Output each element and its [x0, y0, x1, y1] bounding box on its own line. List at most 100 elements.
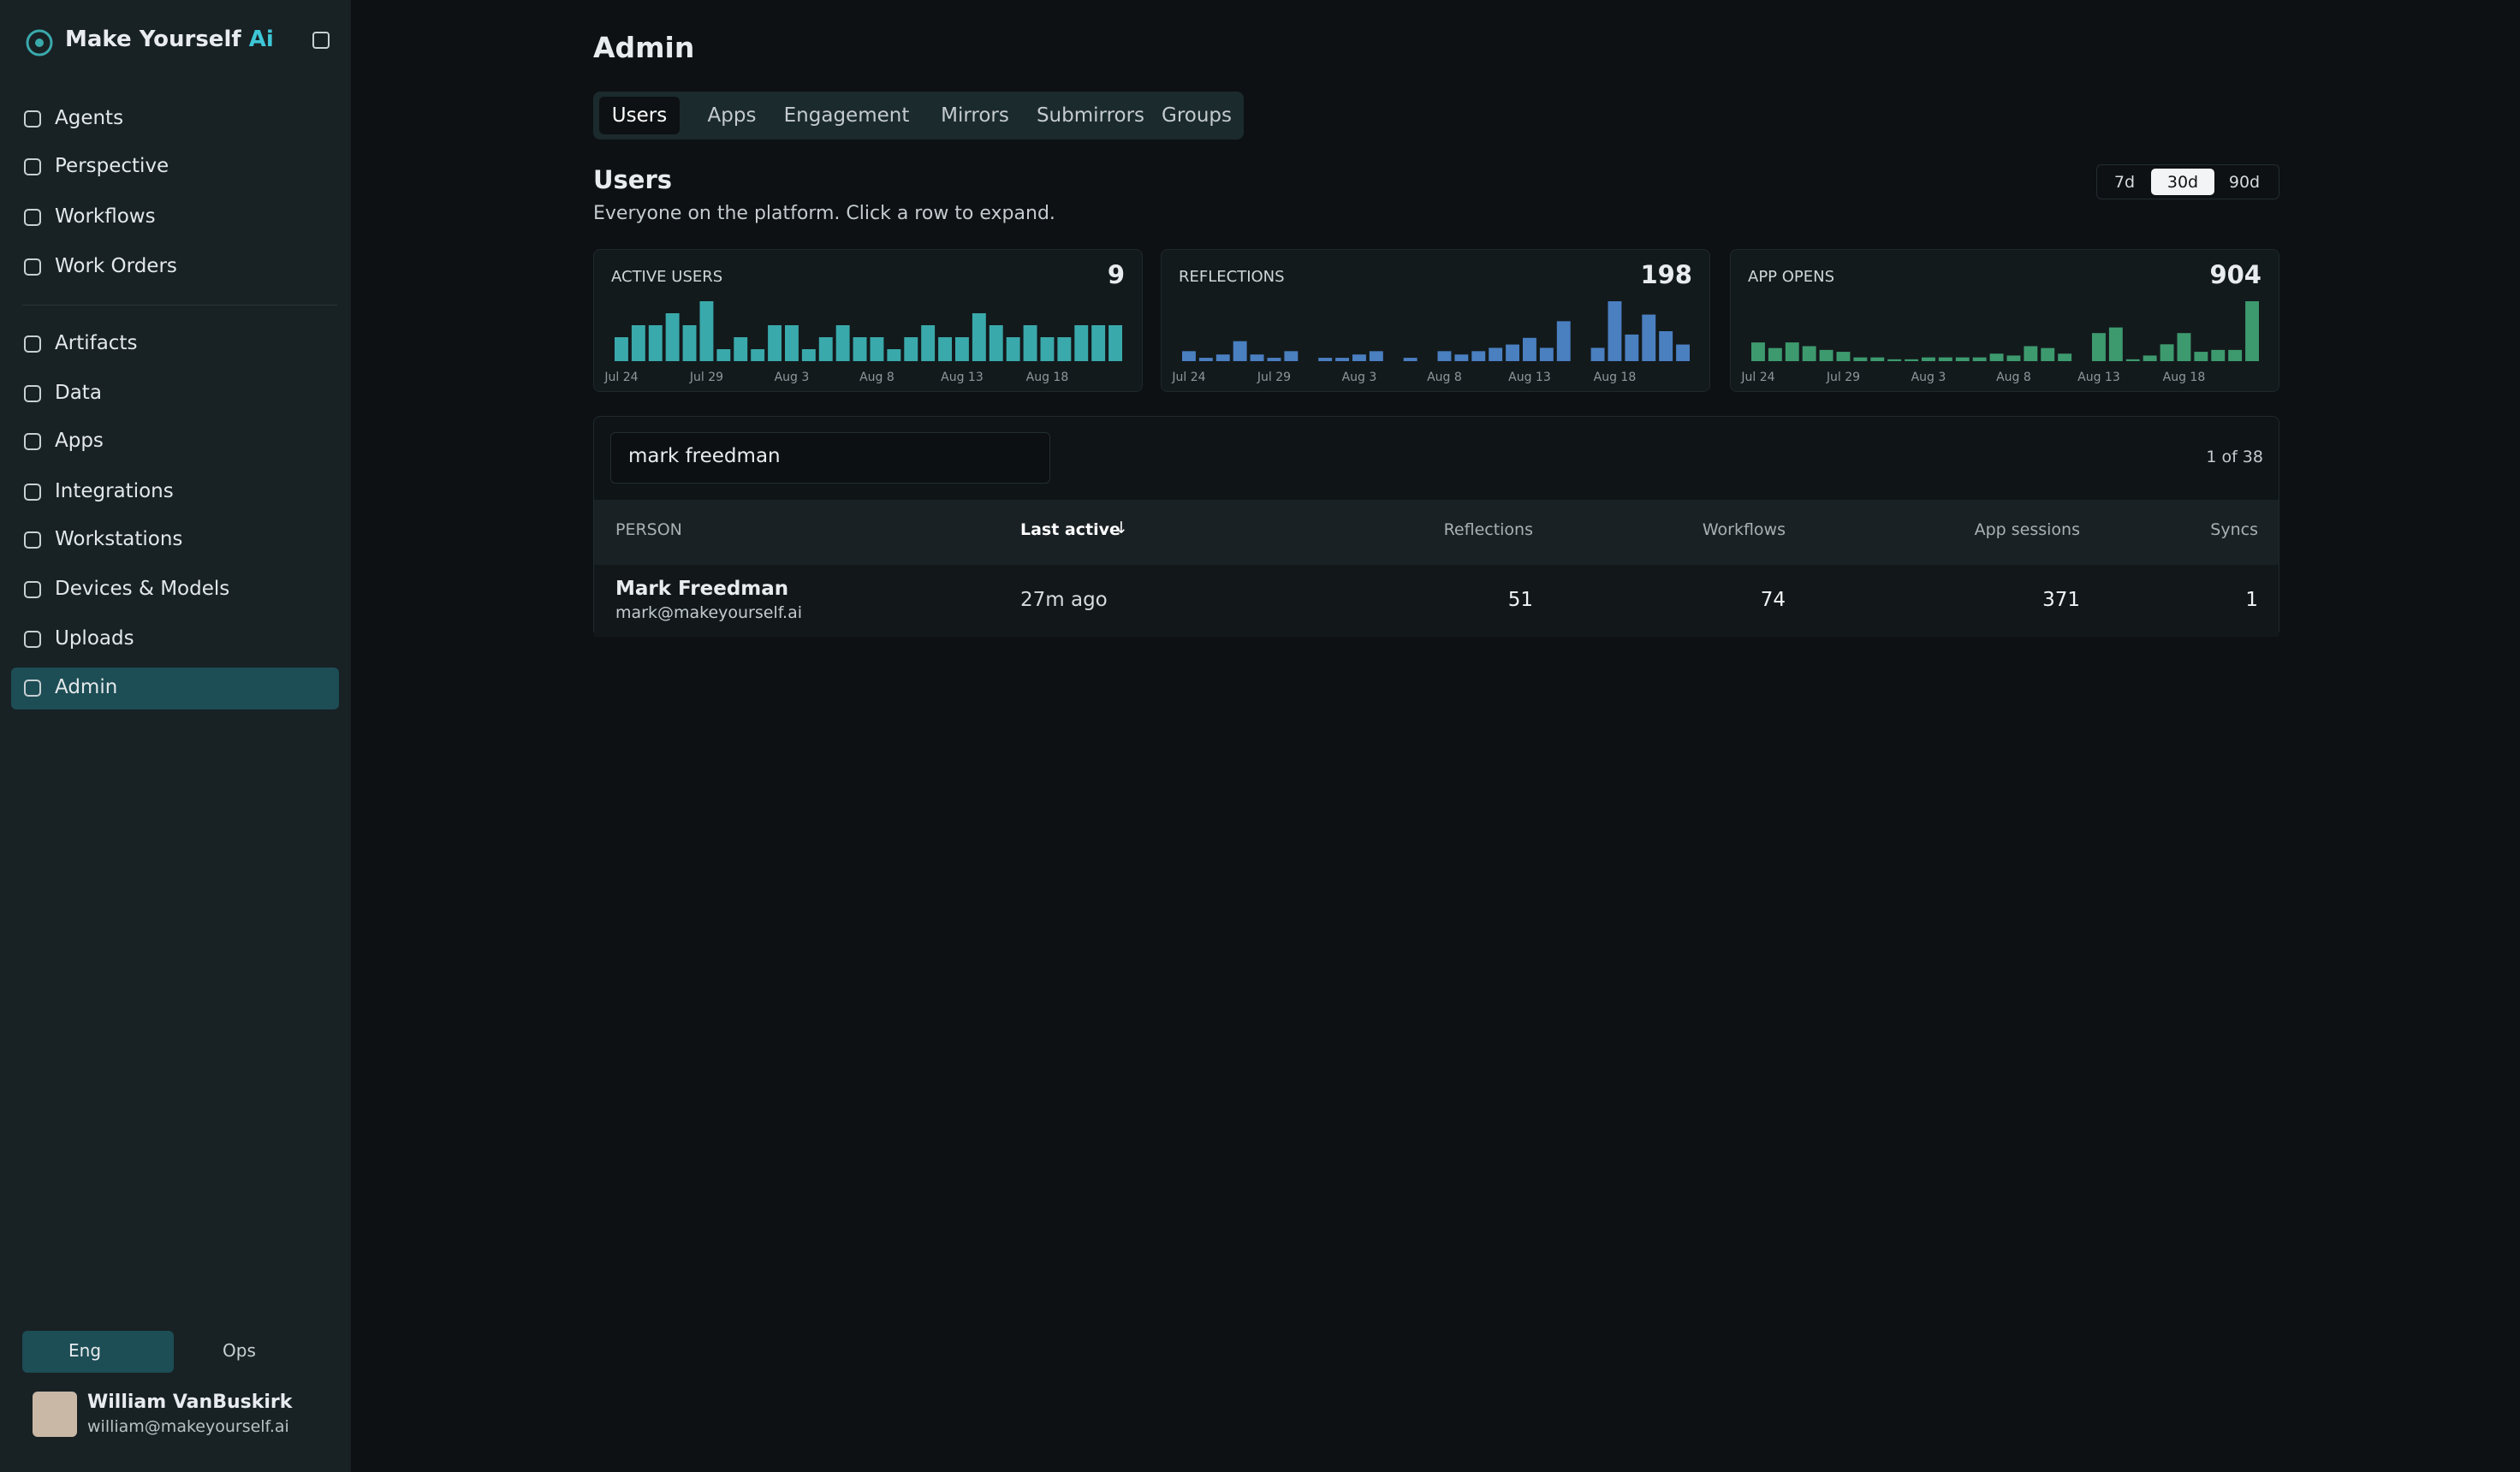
metric-total: 198	[1640, 260, 1692, 289]
bar	[1091, 325, 1106, 361]
nav-item[interactable]: Workflows	[55, 205, 156, 228]
collapse-button[interactable]	[312, 32, 330, 49]
brand-name: Make Yourself	[65, 27, 241, 52]
x-tick-label: Aug 13	[1508, 371, 1551, 384]
cell: 51	[1507, 589, 1533, 611]
person-email: mark@makeyourself.ai	[615, 603, 802, 622]
nav-icon	[24, 335, 41, 353]
x-tick-label: Jul 29	[1257, 371, 1291, 384]
nav-item[interactable]: Uploads	[55, 627, 134, 650]
bar	[699, 301, 714, 361]
bar	[2160, 344, 2174, 361]
table-row[interactable]	[594, 565, 2279, 637]
nav-item[interactable]: Agents	[55, 107, 124, 129]
nav-item[interactable]: Perspective	[55, 155, 169, 177]
column-header[interactable]: PERSON	[615, 520, 682, 539]
nav-item[interactable]: Data	[55, 382, 102, 404]
column-header[interactable]: App sessions	[1974, 520, 2080, 539]
metric-title: REFLECTIONS	[1179, 268, 1285, 286]
tab[interactable]: Mirrors	[941, 104, 1009, 127]
nav-item[interactable]: Workstations	[55, 528, 183, 550]
bar	[1870, 357, 1885, 361]
x-tick-label: Aug 13	[2077, 371, 2120, 384]
bar	[2125, 359, 2140, 361]
x-tick-label: Aug 18	[1594, 371, 1637, 384]
bar	[734, 337, 748, 361]
x-tick-label: Jul 24	[1171, 371, 1205, 384]
bar	[1922, 357, 1935, 361]
bar	[1006, 337, 1020, 361]
mode-label[interactable]: Ops	[223, 1340, 256, 1361]
metric-card: ACTIVE USERS 9 Jul 24 Jul 29 Aug 3 Aug 8 Aug 1…	[593, 249, 1143, 392]
bar	[1215, 354, 1230, 361]
bar	[682, 325, 697, 361]
bar	[2245, 301, 2259, 361]
bar	[1284, 351, 1299, 361]
bar	[1676, 344, 1690, 361]
range-active-bg	[2151, 169, 2214, 195]
eng-button[interactable]	[22, 1331, 174, 1373]
nav-item[interactable]: Devices & Models	[55, 578, 230, 600]
bar	[1108, 325, 1122, 361]
bar	[716, 349, 731, 361]
nav-item[interactable]: Apps	[55, 430, 104, 452]
nav-icon	[24, 258, 41, 276]
bar	[2024, 346, 2038, 361]
person-name: Mark Freedman	[615, 578, 789, 600]
bar	[938, 337, 952, 361]
mode-label: Eng	[68, 1340, 102, 1361]
bar	[1642, 314, 1656, 361]
cell: 1	[2245, 589, 2258, 611]
bar	[887, 349, 901, 361]
nav-icon	[24, 158, 41, 175]
range-option[interactable]: 30d	[2166, 173, 2199, 192]
tab[interactable]: Users	[611, 104, 668, 127]
metric-total: 9	[1107, 260, 1125, 289]
nav-item[interactable]: Integrations	[55, 480, 174, 502]
bar	[1785, 342, 1799, 361]
bar	[2058, 353, 2072, 361]
range-option[interactable]: 90d	[2228, 173, 2261, 192]
bar	[2041, 347, 2055, 361]
search-text: mark freedman	[628, 445, 781, 467]
bar	[1608, 301, 1622, 361]
bar	[1352, 354, 1366, 361]
tab[interactable]: Engagement	[783, 104, 910, 127]
search-input[interactable]	[610, 432, 1050, 484]
bar	[2194, 352, 2208, 361]
bar	[1437, 351, 1452, 361]
bar	[1057, 337, 1072, 361]
bar	[1233, 341, 1247, 361]
bar	[2006, 355, 2021, 361]
x-tick-label: Aug 13	[941, 371, 984, 384]
logo	[26, 29, 53, 56]
nav-icon	[24, 680, 41, 697]
bar	[870, 337, 884, 361]
nav-item[interactable]: Admin	[55, 676, 118, 698]
column-header[interactable]: Syncs	[2210, 520, 2258, 539]
range-option[interactable]: 7d	[2113, 173, 2136, 192]
nav-item[interactable]: Work Orders	[55, 255, 177, 277]
bar	[1836, 352, 1851, 361]
section-title: Users	[593, 165, 673, 194]
avatar	[33, 1392, 77, 1437]
nav-icon	[24, 433, 41, 450]
bar	[1267, 358, 1281, 361]
bar	[921, 325, 936, 361]
tab[interactable]: Apps	[707, 104, 757, 127]
bar	[972, 313, 986, 361]
cell: 27m ago	[1020, 589, 1108, 611]
tab-bar: Users Apps Engagement Mirrors Submirrors Grou…	[593, 92, 1244, 139]
tab[interactable]: Submirrors	[1036, 104, 1145, 127]
column-header[interactable]: Last active	[1020, 520, 1120, 539]
metric-card: APP OPENS 904 Jul 24 Jul 29 Aug 3 Aug 8 Aug 13…	[1730, 249, 2279, 392]
nav-item[interactable]: Artifacts	[55, 332, 138, 354]
sort-arrow: ↓	[1114, 519, 1128, 537]
x-tick-label: Aug 3	[1911, 371, 1946, 384]
sparkline: Jul 24 Jul 29 Aug 3 Aug 8 Aug 13 Aug 18	[1740, 301, 2259, 384]
tab[interactable]: Groups	[1161, 104, 1233, 127]
column-header[interactable]: Workflows	[1702, 520, 1786, 539]
column-header[interactable]: Reflections	[1443, 520, 1533, 539]
bar	[1768, 347, 1782, 361]
